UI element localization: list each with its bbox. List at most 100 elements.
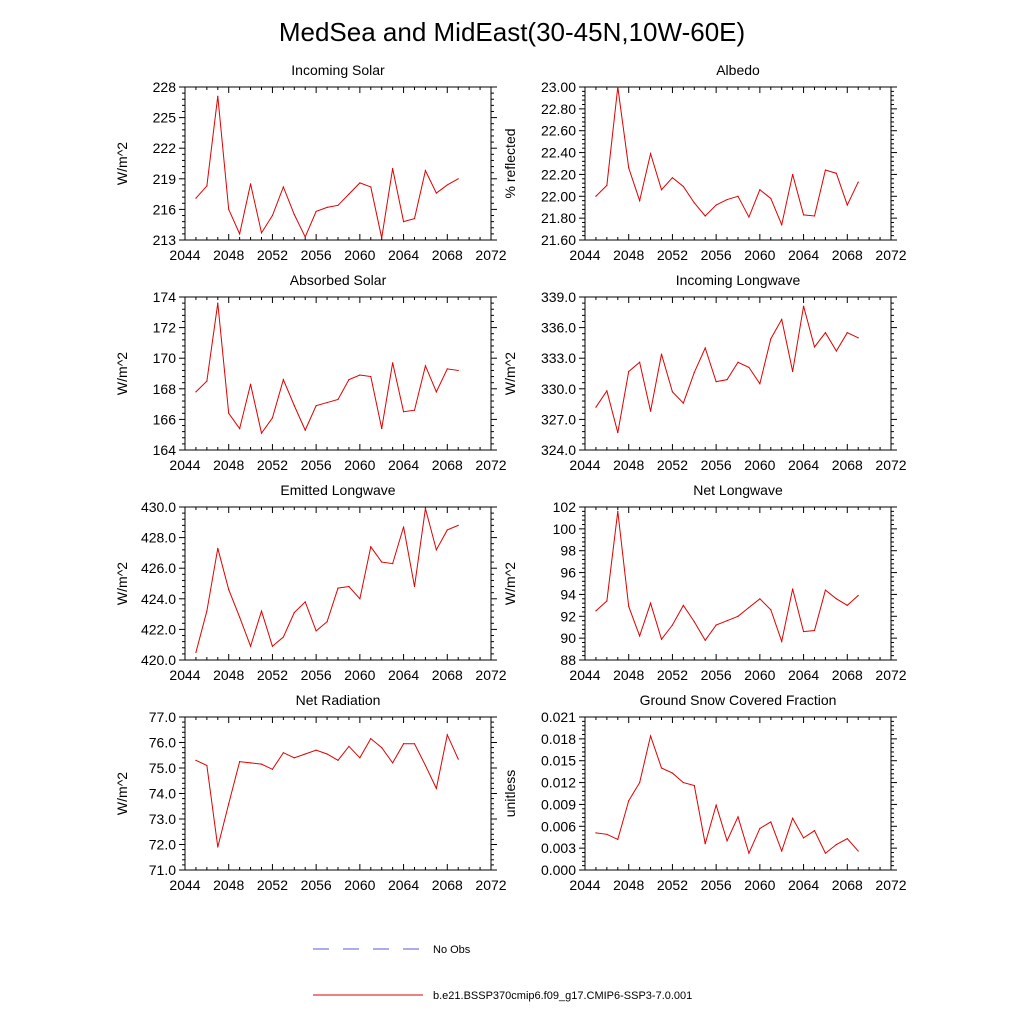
plot-frame	[584, 716, 892, 871]
y-tick-label: 22.40	[541, 145, 576, 161]
y-tick-label: 0.015	[541, 753, 576, 769]
data-point	[282, 752, 284, 754]
y-tick-label: 88	[560, 652, 576, 668]
series-line	[595, 306, 859, 433]
chart-panel-3: Absorbed Solar W/m^2 2044 2048 2052 2056 2060 2…	[114, 272, 507, 473]
x-tick-label: 2048	[213, 247, 244, 263]
chart-panel-5: Emitted Longwave W/m^2 2044 2048 2052 2056 206…	[114, 482, 507, 683]
data-point	[370, 546, 372, 548]
data-point	[671, 177, 674, 179]
data-point	[239, 616, 241, 618]
x-tick-label: 2060	[744, 247, 775, 263]
y-tick-label: 0.003	[541, 840, 576, 856]
x-tick-label: 2072	[475, 457, 506, 473]
series-line	[195, 96, 459, 239]
data-point	[402, 526, 405, 528]
data-point	[217, 302, 219, 304]
legend-label-model-run: b.e21.BSSP370cmip6.f09_g17.CMIP6-SSP3-7.…	[433, 990, 692, 1002]
x-tick-label: 2056	[701, 457, 732, 473]
data-point	[370, 186, 372, 188]
data-point	[337, 204, 339, 206]
data-point	[293, 405, 295, 407]
y-tick-label: 21.80	[541, 210, 576, 226]
data-point	[792, 817, 794, 819]
chart-panels: Incoming Solar W/m^2 2044 2048 2052 2056 2060 2…	[114, 62, 907, 893]
plot-frame	[184, 506, 492, 661]
data-point	[770, 197, 772, 200]
x-tick-label: 2056	[701, 667, 732, 683]
data-point	[649, 602, 652, 604]
data-point	[424, 365, 427, 367]
y-tick-label: 219	[153, 171, 177, 187]
series-line	[595, 734, 859, 855]
data-point	[293, 611, 295, 614]
x-tick-label: 2044	[169, 247, 200, 263]
data-point	[639, 361, 641, 363]
data-point	[206, 764, 208, 767]
panel-title: Albedo	[716, 62, 760, 78]
y-tick-label: 96	[560, 565, 576, 581]
data-point	[304, 601, 306, 603]
x-tick-label: 2048	[613, 247, 644, 263]
y-tick-label: 222	[153, 140, 177, 156]
data-point	[217, 547, 219, 549]
x-tick-label: 2064	[388, 457, 419, 473]
data-point	[682, 185, 684, 188]
data-point	[759, 383, 761, 385]
y-tick-label: 22.80	[541, 101, 576, 117]
data-point	[195, 391, 197, 393]
data-point	[715, 804, 717, 806]
data-point	[282, 186, 284, 188]
data-point	[457, 178, 459, 180]
y-tick-label: 22.60	[541, 123, 576, 139]
data-point	[195, 759, 197, 761]
data-point	[359, 757, 361, 759]
data-point	[424, 170, 427, 172]
data-point	[457, 369, 459, 372]
data-point	[802, 214, 805, 216]
x-tick-label: 2056	[301, 667, 332, 683]
data-point	[737, 816, 739, 818]
data-point	[239, 233, 241, 235]
data-point	[846, 838, 848, 840]
x-tick-label: 2060	[344, 667, 375, 683]
data-point	[660, 189, 663, 191]
data-point	[271, 645, 274, 647]
data-point	[239, 427, 241, 430]
data-point	[402, 743, 405, 745]
data-point	[693, 784, 695, 787]
x-tick-label: 2068	[432, 457, 463, 473]
data-point	[392, 762, 394, 764]
panel-title: Net Longwave	[693, 482, 783, 498]
x-tick-label: 2056	[301, 877, 332, 893]
data-point	[402, 411, 405, 413]
data-point	[649, 735, 652, 737]
data-point	[249, 645, 252, 647]
y-axis-label: W/m^2	[114, 352, 130, 395]
y-tick-label: 339.0	[541, 289, 576, 305]
data-point	[639, 635, 641, 637]
y-tick-label: 0.006	[541, 818, 576, 834]
data-point	[446, 184, 448, 186]
data-point	[770, 338, 772, 340]
x-tick-label: 2064	[388, 877, 419, 893]
x-tick-label: 2072	[475, 247, 506, 263]
x-tick-label: 2052	[257, 457, 288, 473]
x-tick-label: 2044	[569, 457, 600, 473]
data-point	[759, 189, 761, 191]
x-tick-label: 2044	[569, 247, 600, 263]
data-point	[824, 332, 827, 334]
x-tick-label: 2068	[432, 667, 463, 683]
y-tick-label: 0.018	[541, 731, 576, 747]
plot-frame	[584, 86, 892, 241]
data-point	[748, 606, 750, 609]
y-tick-label: 94	[560, 586, 576, 602]
data-point	[748, 852, 750, 854]
x-tick-label: 2060	[344, 877, 375, 893]
data-point	[824, 852, 827, 854]
y-tick-label: 76.0	[149, 735, 176, 751]
x-tick-label: 2048	[213, 457, 244, 473]
data-point	[239, 761, 241, 763]
data-point	[715, 381, 717, 383]
data-point	[195, 197, 197, 199]
